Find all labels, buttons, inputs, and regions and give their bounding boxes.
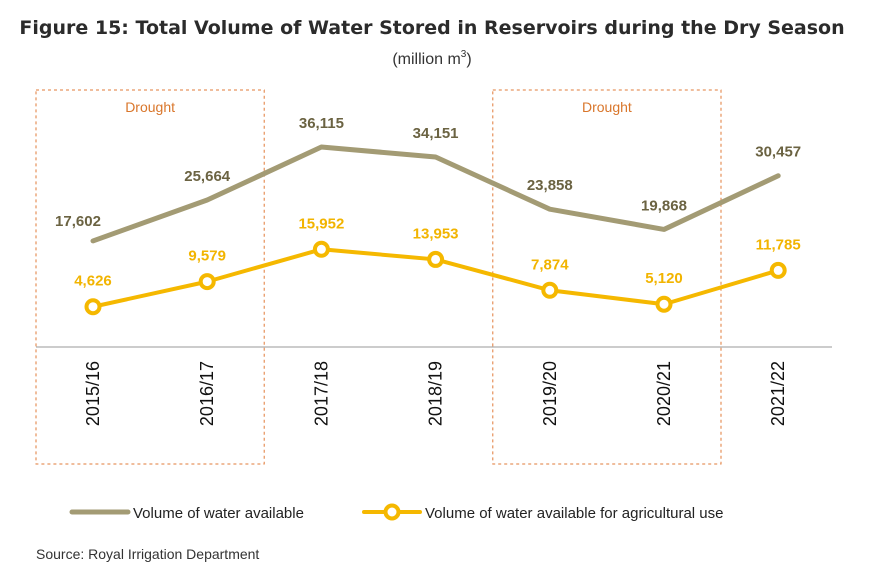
- x-axis-ticks: 2015/16 2016/17 2017/18 2018/19 2019/20 2020/…: [83, 361, 788, 426]
- drought-label-2: Drought: [582, 99, 632, 115]
- x-tick-label-2018-19: 2018/19: [426, 361, 446, 426]
- legend-label-agricultural: Volume of water available for agricultur…: [425, 505, 724, 522]
- data-point-agricultural-2015-16: [84, 298, 102, 316]
- data-label-total-2020-21: 19,868: [641, 197, 687, 214]
- source-note: Source: Royal Irrigation Department: [36, 546, 259, 562]
- data-labels: 17,602 25,664 36,115 34,151 23,858 19,868 30,4…: [55, 115, 801, 290]
- data-label-total-2017-18: 36,115: [299, 115, 344, 132]
- data-label-agricultural-2021-22: 11,785: [756, 236, 801, 253]
- data-label-total-2016-17: 25,664: [184, 168, 231, 185]
- drought-box-1: [35, 89, 265, 465]
- drought-annotations: Drought Drought: [35, 89, 722, 465]
- data-label-total-2015-16: 17,602: [55, 213, 101, 230]
- data-series: [84, 144, 787, 316]
- subtitle-prefix: (million m: [392, 51, 460, 68]
- data-label-total-2021-22: 30,457: [755, 144, 801, 161]
- chart-title: Figure 15: Total Volume of Water Stored …: [19, 17, 844, 39]
- data-label-total-2019-20: 23,858: [527, 177, 573, 194]
- data-label-total-2018-19: 34,151: [413, 125, 459, 142]
- data-point-agricultural-2021-22: [769, 261, 787, 279]
- drought-label-1: Drought: [125, 99, 175, 115]
- data-label-agricultural-2019-20: 7,874: [531, 256, 569, 273]
- legend-marker-agricultural: [383, 503, 401, 521]
- series-line-total: [90, 144, 781, 244]
- x-tick-label-2021-22: 2021/22: [768, 361, 788, 426]
- data-point-agricultural-2020-21: [655, 295, 673, 313]
- data-label-agricultural-2018-19: 13,953: [413, 225, 459, 242]
- data-label-agricultural-2015-16: 4,626: [74, 273, 112, 290]
- data-label-agricultural-2016-17: 9,579: [188, 248, 226, 265]
- x-tick-label-2015-16: 2015/16: [83, 361, 103, 426]
- subtitle-suffix: ): [466, 51, 471, 68]
- x-tick-label-2020-21: 2020/21: [654, 361, 674, 426]
- data-point-agricultural-2018-19: [427, 250, 445, 268]
- x-tick-label-2019-20: 2019/20: [540, 361, 560, 426]
- legend: Volume of water available Volume of water…: [69, 503, 724, 522]
- x-tick-label-2016-17: 2016/17: [197, 361, 217, 426]
- data-label-agricultural-2020-21: 5,120: [645, 270, 683, 287]
- data-point-agricultural-2016-17: [198, 273, 216, 291]
- legend-label-total: Volume of water available: [133, 505, 304, 522]
- drought-box-2: [492, 89, 722, 465]
- subtitle-superscript: 3: [461, 49, 467, 60]
- x-tick-label-2017-18: 2017/18: [311, 361, 331, 426]
- data-point-agricultural-2019-20: [541, 281, 559, 299]
- chart-subtitle: (million m3): [392, 49, 471, 68]
- data-point-agricultural-2017-18: [312, 240, 330, 258]
- data-label-agricultural-2017-18: 15,952: [298, 215, 344, 232]
